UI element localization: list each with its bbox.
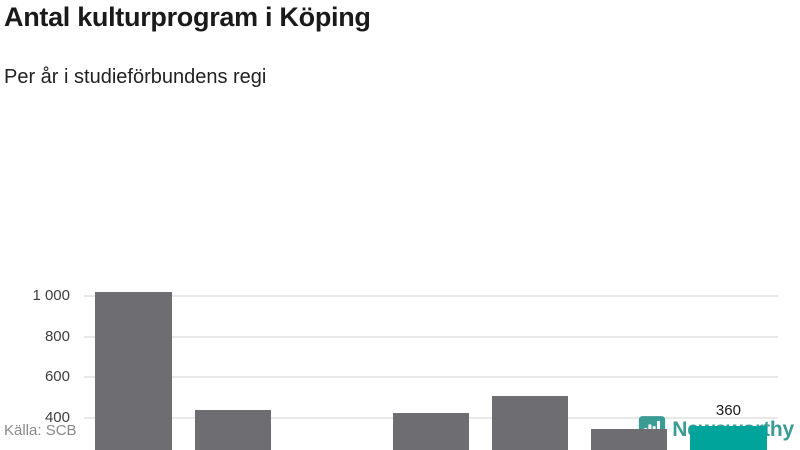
gridline	[84, 335, 778, 338]
bar-slot	[282, 292, 381, 450]
bar-slot	[580, 292, 679, 450]
gridline	[84, 376, 778, 379]
plot-area: 360	[84, 292, 778, 450]
bar-2019	[95, 292, 172, 450]
bar-2023	[491, 395, 569, 450]
y-tick-label: 1 000	[32, 287, 70, 305]
bar-slot	[381, 292, 480, 450]
gridline	[84, 295, 778, 298]
bar-2020	[194, 409, 271, 450]
chart-title: Antal kulturprogram i Köping	[4, 2, 371, 32]
y-tick-label: 800	[44, 327, 70, 345]
bar-slot	[481, 292, 580, 450]
chart-subtitle: Per år i studieförbundens regi	[4, 66, 267, 88]
bar-slot	[84, 292, 183, 450]
bar-slot	[183, 292, 282, 450]
source-note: Källa: SCB	[4, 421, 77, 439]
bar-slot: 360	[679, 292, 778, 450]
bar-2024	[591, 429, 668, 450]
bar-2025	[690, 425, 767, 450]
bar-value-label: 360	[715, 401, 741, 419]
bar-2022	[392, 412, 470, 450]
y-tick-label: 400	[44, 408, 70, 426]
bar-chart: 02004006008001 000 360 20192020202120222…	[0, 140, 800, 450]
y-axis-labels: 02004006008001 000	[0, 287, 70, 450]
y-tick-label: 600	[44, 368, 70, 386]
bars-row: 360	[84, 292, 778, 450]
